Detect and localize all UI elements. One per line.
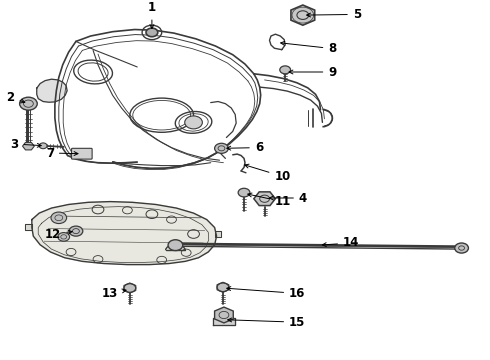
Polygon shape xyxy=(215,231,221,237)
Text: 13: 13 xyxy=(101,287,126,300)
Text: 12: 12 xyxy=(45,228,72,240)
Text: 7: 7 xyxy=(46,147,78,159)
Circle shape xyxy=(51,212,67,224)
Circle shape xyxy=(39,143,47,149)
FancyBboxPatch shape xyxy=(72,148,92,159)
Text: 4: 4 xyxy=(270,192,307,204)
Polygon shape xyxy=(25,224,32,230)
Circle shape xyxy=(455,243,468,253)
Circle shape xyxy=(238,188,250,197)
Text: 10: 10 xyxy=(245,164,291,183)
Polygon shape xyxy=(215,307,233,323)
Circle shape xyxy=(185,116,202,129)
Polygon shape xyxy=(37,79,67,102)
Polygon shape xyxy=(213,318,235,325)
Text: 1: 1 xyxy=(148,1,156,28)
Circle shape xyxy=(168,240,183,251)
Polygon shape xyxy=(291,5,315,25)
Circle shape xyxy=(217,283,229,292)
Text: 5: 5 xyxy=(307,8,361,21)
Circle shape xyxy=(124,284,136,292)
Text: 8: 8 xyxy=(281,41,337,55)
Text: 3: 3 xyxy=(10,138,41,150)
Polygon shape xyxy=(254,192,275,206)
Circle shape xyxy=(280,66,291,74)
Text: 15: 15 xyxy=(228,316,305,329)
Text: 2: 2 xyxy=(6,91,25,104)
Text: 6: 6 xyxy=(227,141,263,154)
Text: 14: 14 xyxy=(322,237,359,249)
Polygon shape xyxy=(32,202,217,265)
Circle shape xyxy=(69,226,83,236)
Polygon shape xyxy=(23,143,34,150)
Text: 9: 9 xyxy=(289,66,337,78)
Text: 11: 11 xyxy=(248,193,291,208)
Circle shape xyxy=(146,28,158,37)
Circle shape xyxy=(20,97,37,110)
Text: 16: 16 xyxy=(227,287,305,300)
Circle shape xyxy=(58,233,70,241)
Circle shape xyxy=(215,143,228,153)
